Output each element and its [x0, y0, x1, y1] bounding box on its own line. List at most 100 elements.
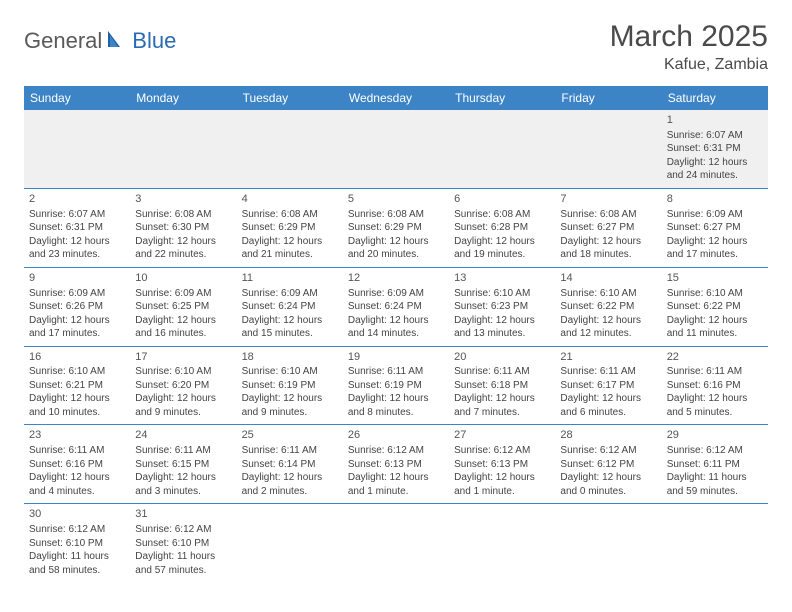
sunrise-text: Sunrise: 6:11 AM	[667, 365, 763, 379]
sunrise-text: Sunrise: 6:08 AM	[135, 208, 231, 222]
day-number: 10	[135, 271, 231, 286]
calendar-cell: 8Sunrise: 6:09 AMSunset: 6:27 PMDaylight…	[662, 188, 768, 267]
day-number: 2	[29, 192, 125, 207]
daylight-text: Daylight: 12 hours	[454, 235, 550, 249]
sunset-text: Sunset: 6:28 PM	[454, 221, 550, 235]
daylight-text: Daylight: 12 hours	[29, 392, 125, 406]
sunrise-text: Sunrise: 6:11 AM	[348, 365, 444, 379]
calendar-row: 16Sunrise: 6:10 AMSunset: 6:21 PMDayligh…	[24, 346, 768, 425]
calendar-cell: 7Sunrise: 6:08 AMSunset: 6:27 PMDaylight…	[555, 188, 661, 267]
calendar-cell-empty	[24, 110, 130, 188]
daylight-text: and 57 minutes.	[135, 564, 231, 578]
sunset-text: Sunset: 6:25 PM	[135, 300, 231, 314]
calendar-cell: 29Sunrise: 6:12 AMSunset: 6:11 PMDayligh…	[662, 425, 768, 504]
sunset-text: Sunset: 6:20 PM	[135, 379, 231, 393]
daylight-text: and 19 minutes.	[454, 248, 550, 262]
sunrise-text: Sunrise: 6:12 AM	[667, 444, 763, 458]
sunset-text: Sunset: 6:29 PM	[242, 221, 338, 235]
sunrise-text: Sunrise: 6:08 AM	[560, 208, 656, 222]
calendar-cell: 18Sunrise: 6:10 AMSunset: 6:19 PMDayligh…	[237, 346, 343, 425]
sunrise-text: Sunrise: 6:12 AM	[560, 444, 656, 458]
day-number: 14	[560, 271, 656, 286]
sunrise-text: Sunrise: 6:09 AM	[242, 287, 338, 301]
calendar-cell-empty	[555, 110, 661, 188]
weekday-header: Saturday	[662, 86, 768, 110]
logo-text-blue: Blue	[132, 28, 176, 54]
day-number: 21	[560, 350, 656, 365]
calendar-row: 23Sunrise: 6:11 AMSunset: 6:16 PMDayligh…	[24, 425, 768, 504]
daylight-text: and 20 minutes.	[348, 248, 444, 262]
sunrise-text: Sunrise: 6:08 AM	[454, 208, 550, 222]
weekday-header: Sunday	[24, 86, 130, 110]
daylight-text: Daylight: 12 hours	[348, 392, 444, 406]
daylight-text: and 12 minutes.	[560, 327, 656, 341]
day-number: 7	[560, 192, 656, 207]
calendar-cell: 12Sunrise: 6:09 AMSunset: 6:24 PMDayligh…	[343, 267, 449, 346]
sunset-text: Sunset: 6:24 PM	[348, 300, 444, 314]
day-number: 27	[454, 428, 550, 443]
sunset-text: Sunset: 6:10 PM	[29, 537, 125, 551]
daylight-text: Daylight: 12 hours	[454, 392, 550, 406]
sunset-text: Sunset: 6:29 PM	[348, 221, 444, 235]
day-number: 30	[29, 507, 125, 522]
month-title: March 2025	[610, 20, 768, 54]
calendar-cell-empty	[449, 504, 555, 582]
daylight-text: and 6 minutes.	[560, 406, 656, 420]
daylight-text: and 7 minutes.	[454, 406, 550, 420]
sunset-text: Sunset: 6:14 PM	[242, 458, 338, 472]
daylight-text: and 17 minutes.	[667, 248, 763, 262]
title-block: March 2025 Kafue, Zambia	[610, 20, 768, 74]
calendar-cell: 30Sunrise: 6:12 AMSunset: 6:10 PMDayligh…	[24, 504, 130, 582]
calendar-cell-empty	[662, 504, 768, 582]
calendar-row: 2Sunrise: 6:07 AMSunset: 6:31 PMDaylight…	[24, 188, 768, 267]
daylight-text: Daylight: 12 hours	[560, 314, 656, 328]
sunrise-text: Sunrise: 6:12 AM	[135, 523, 231, 537]
calendar-cell: 2Sunrise: 6:07 AMSunset: 6:31 PMDaylight…	[24, 188, 130, 267]
daylight-text: Daylight: 12 hours	[560, 235, 656, 249]
daylight-text: Daylight: 12 hours	[135, 392, 231, 406]
calendar-cell: 31Sunrise: 6:12 AMSunset: 6:10 PMDayligh…	[130, 504, 236, 582]
daylight-text: and 59 minutes.	[667, 485, 763, 499]
calendar-cell: 25Sunrise: 6:11 AMSunset: 6:14 PMDayligh…	[237, 425, 343, 504]
logo: General Blue	[24, 28, 176, 54]
sail-icon	[106, 29, 128, 54]
location: Kafue, Zambia	[610, 56, 768, 74]
daylight-text: Daylight: 12 hours	[242, 235, 338, 249]
weekday-header: Wednesday	[343, 86, 449, 110]
weekday-header: Thursday	[449, 86, 555, 110]
sunrise-text: Sunrise: 6:09 AM	[667, 208, 763, 222]
calendar-cell: 27Sunrise: 6:12 AMSunset: 6:13 PMDayligh…	[449, 425, 555, 504]
day-number: 15	[667, 271, 763, 286]
calendar-cell: 13Sunrise: 6:10 AMSunset: 6:23 PMDayligh…	[449, 267, 555, 346]
calendar-cell: 1Sunrise: 6:07 AMSunset: 6:31 PMDaylight…	[662, 110, 768, 188]
sunrise-text: Sunrise: 6:10 AM	[29, 365, 125, 379]
daylight-text: Daylight: 12 hours	[348, 235, 444, 249]
sunset-text: Sunset: 6:10 PM	[135, 537, 231, 551]
day-number: 24	[135, 428, 231, 443]
sunset-text: Sunset: 6:13 PM	[348, 458, 444, 472]
calendar-cell: 6Sunrise: 6:08 AMSunset: 6:28 PMDaylight…	[449, 188, 555, 267]
day-number: 28	[560, 428, 656, 443]
sunset-text: Sunset: 6:22 PM	[667, 300, 763, 314]
daylight-text: Daylight: 11 hours	[29, 550, 125, 564]
daylight-text: and 8 minutes.	[348, 406, 444, 420]
sunrise-text: Sunrise: 6:11 AM	[560, 365, 656, 379]
sunrise-text: Sunrise: 6:10 AM	[454, 287, 550, 301]
daylight-text: and 15 minutes.	[242, 327, 338, 341]
daylight-text: and 5 minutes.	[667, 406, 763, 420]
sunrise-text: Sunrise: 6:09 AM	[135, 287, 231, 301]
day-number: 6	[454, 192, 550, 207]
calendar-cell: 21Sunrise: 6:11 AMSunset: 6:17 PMDayligh…	[555, 346, 661, 425]
daylight-text: Daylight: 12 hours	[135, 235, 231, 249]
calendar-cell: 19Sunrise: 6:11 AMSunset: 6:19 PMDayligh…	[343, 346, 449, 425]
sunset-text: Sunset: 6:18 PM	[454, 379, 550, 393]
calendar-cell-empty	[237, 504, 343, 582]
daylight-text: and 22 minutes.	[135, 248, 231, 262]
daylight-text: and 24 minutes.	[667, 169, 763, 183]
daylight-text: Daylight: 12 hours	[242, 392, 338, 406]
daylight-text: Daylight: 12 hours	[29, 314, 125, 328]
daylight-text: and 14 minutes.	[348, 327, 444, 341]
calendar-row: 9Sunrise: 6:09 AMSunset: 6:26 PMDaylight…	[24, 267, 768, 346]
day-number: 17	[135, 350, 231, 365]
daylight-text: and 21 minutes.	[242, 248, 338, 262]
